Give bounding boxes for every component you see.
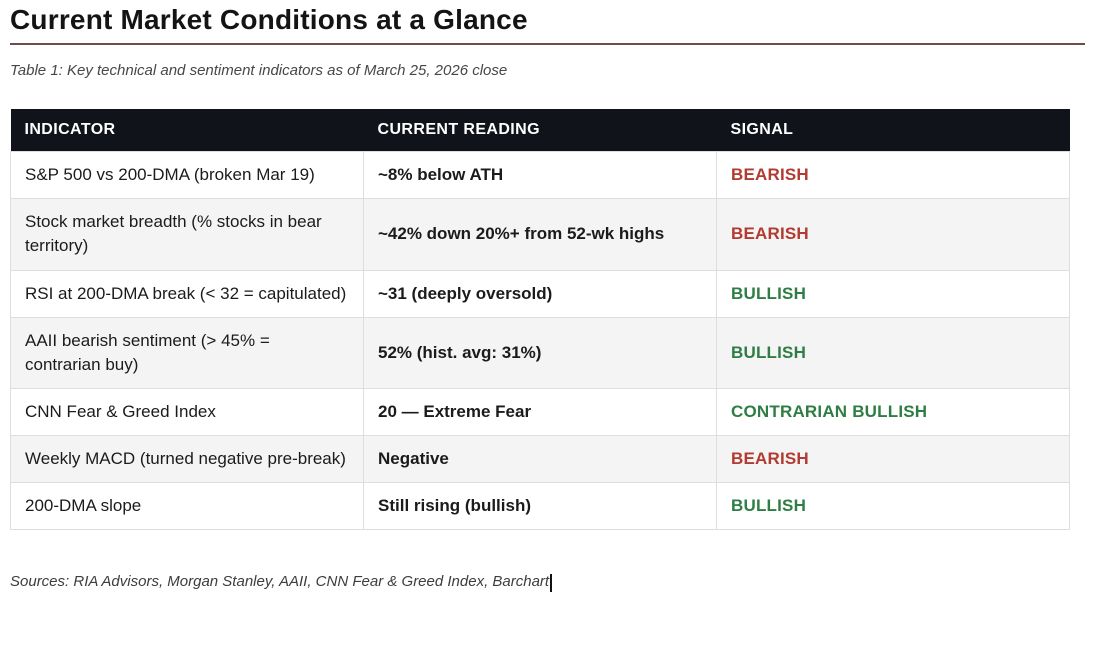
reading-cell: Negative xyxy=(363,435,717,484)
table-row: RSI at 200-DMA break (< 32 = capitulated… xyxy=(10,269,1070,318)
table-body: S&P 500 vs 200-DMA (broken Mar 19) ~8% b… xyxy=(10,151,1070,531)
signal-cell: BULLISH xyxy=(716,316,1070,389)
table-caption: Table 1: Key technical and sentiment ind… xyxy=(10,62,508,80)
indicator-cell: Stock market breadth (% stocks in bear t… xyxy=(10,198,364,271)
signal-cell: BULLISH xyxy=(716,269,1070,318)
reading-cell: ~8% below ATH xyxy=(363,151,717,200)
table-row: Weekly MACD (turned negative pre-break) … xyxy=(10,435,1070,484)
indicator-cell: 200-DMA slope xyxy=(10,482,364,531)
table-row: AAII bearish sentiment (> 45% = contrari… xyxy=(10,316,1070,389)
signal-cell: BULLISH xyxy=(716,482,1070,531)
indicator-cell: RSI at 200-DMA break (< 32 = capitulated… xyxy=(10,269,364,318)
signal-cell: BEARISH xyxy=(716,198,1070,271)
signal-cell: BEARISH xyxy=(716,435,1070,484)
reading-cell: 52% (hist. avg: 31%) xyxy=(363,316,717,389)
indicators-table: INDICATOR CURRENT READING SIGNAL S&P 500… xyxy=(10,109,1070,531)
indicator-cell: AAII bearish sentiment (> 45% = contrari… xyxy=(10,316,364,389)
column-header-current-reading: CURRENT READING xyxy=(363,109,717,152)
table-row: S&P 500 vs 200-DMA (broken Mar 19) ~8% b… xyxy=(10,151,1070,200)
indicator-cell: Weekly MACD (turned negative pre-break) xyxy=(10,435,364,484)
indicator-cell: S&P 500 vs 200-DMA (broken Mar 19) xyxy=(10,151,364,200)
column-header-indicator: INDICATOR xyxy=(10,109,364,152)
reading-cell: ~31 (deeply oversold) xyxy=(363,269,717,318)
table-header-row: INDICATOR CURRENT READING SIGNAL xyxy=(10,109,1070,152)
page-title: Current Market Conditions at a Glance xyxy=(10,4,1085,46)
reading-cell: Still rising (bullish) xyxy=(363,482,717,531)
text-caret xyxy=(550,574,552,593)
column-header-signal: SIGNAL xyxy=(716,109,1070,152)
sources-line[interactable]: Sources: RIA Advisors, Morgan Stanley, A… xyxy=(10,572,1087,593)
table-row: CNN Fear & Greed Index 20 — Extreme Fear… xyxy=(10,387,1070,437)
indicator-cell: CNN Fear & Greed Index xyxy=(10,387,364,437)
signal-cell: BEARISH xyxy=(716,151,1070,200)
reading-cell: ~42% down 20%+ from 52-wk highs xyxy=(363,198,717,271)
sources-text: Sources: RIA Advisors, Morgan Stanley, A… xyxy=(10,573,550,591)
table-row: Stock market breadth (% stocks in bear t… xyxy=(10,198,1070,271)
reading-cell: 20 — Extreme Fear xyxy=(363,387,717,437)
signal-cell: CONTRARIAN BULLISH xyxy=(716,387,1070,437)
table-row: 200-DMA slope Still rising (bullish) BUL… xyxy=(10,482,1070,531)
